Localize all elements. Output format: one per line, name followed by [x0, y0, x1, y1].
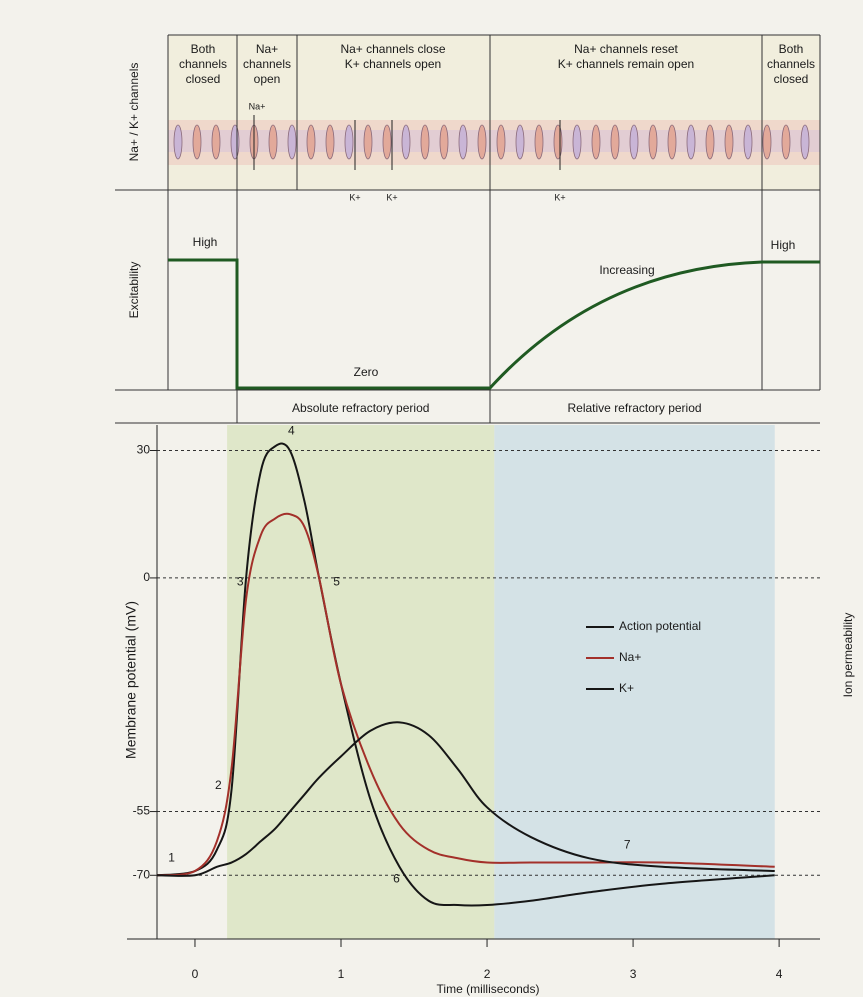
- phase-label: channels: [179, 57, 227, 71]
- channel: [497, 125, 505, 159]
- channel: [782, 125, 790, 159]
- channel: [554, 125, 562, 159]
- plot: Absolute refractory period Relative refra…: [123, 401, 855, 996]
- channel: [592, 125, 600, 159]
- x-axis-label: Time (milliseconds): [437, 982, 540, 996]
- figure: Absolute refractory period Relative refra…: [0, 0, 863, 997]
- channel: [421, 125, 429, 159]
- channel: [668, 125, 676, 159]
- channel: [611, 125, 619, 159]
- channel: [174, 125, 182, 159]
- panel-label: Na+ / K+ channels: [127, 63, 141, 162]
- phase-label: Na+ channels close: [340, 42, 445, 56]
- legend-label: K+: [619, 681, 634, 695]
- flow-label: K+: [386, 192, 397, 202]
- flow-label: K+: [554, 192, 565, 202]
- point-label: 2: [215, 778, 222, 792]
- channel: [573, 125, 581, 159]
- phase-label: closed: [774, 72, 809, 86]
- phase-label: K+ channels remain open: [558, 57, 694, 71]
- channel: [459, 125, 467, 159]
- point-label: 7: [624, 838, 631, 852]
- y-tick-label: 0: [143, 570, 150, 584]
- channel: [193, 125, 201, 159]
- excitability-label: High: [193, 235, 218, 249]
- region-label: Absolute refractory period: [292, 401, 429, 415]
- membrane-core: [168, 130, 820, 152]
- x-tick-label: 4: [776, 967, 783, 981]
- y-tick-label: -70: [133, 867, 151, 881]
- channel: [288, 125, 296, 159]
- channel: [630, 125, 638, 159]
- region-label: Relative refractory period: [568, 401, 702, 415]
- point-label: 3: [237, 574, 244, 588]
- channel: [687, 125, 695, 159]
- excitability-curve: [168, 260, 820, 388]
- phase-label: closed: [186, 72, 221, 86]
- y2-axis-label: Ion permeability: [841, 613, 855, 698]
- channel: [649, 125, 657, 159]
- legend-label: Na+: [619, 650, 641, 664]
- flow-label: K+: [349, 192, 360, 202]
- phase-label: channels: [243, 57, 291, 71]
- channel: [801, 125, 809, 159]
- x-tick-label: 2: [484, 967, 491, 981]
- refractory-region: [227, 425, 494, 939]
- phase-label: Na+: [256, 42, 278, 56]
- legend-label: Action potential: [619, 619, 701, 633]
- channel: [725, 125, 733, 159]
- channel: [478, 125, 486, 159]
- channel: [364, 125, 372, 159]
- channel: [516, 125, 524, 159]
- panel-label: Excitability: [127, 262, 141, 319]
- phase-label: Both: [779, 42, 804, 56]
- channel: [212, 125, 220, 159]
- y-tick-label: -55: [133, 804, 151, 818]
- x-tick-label: 1: [338, 967, 345, 981]
- excitability-label: Increasing: [599, 263, 654, 277]
- channel: [706, 125, 714, 159]
- phase-label: K+ channels open: [345, 57, 441, 71]
- channel: [440, 125, 448, 159]
- excitability-label: Zero: [354, 365, 379, 379]
- point-label: 1: [168, 850, 175, 864]
- channel: [744, 125, 752, 159]
- excitability-label: High: [771, 238, 796, 252]
- channel: [383, 125, 391, 159]
- x-tick-label: 0: [192, 967, 199, 981]
- y-tick-label: 30: [137, 443, 151, 457]
- channel: [231, 125, 239, 159]
- point-label: 5: [333, 574, 340, 588]
- phase-label: open: [254, 72, 281, 86]
- channel: [345, 125, 353, 159]
- channel: [763, 125, 771, 159]
- channel: [326, 125, 334, 159]
- channel: [402, 125, 410, 159]
- point-label: 4: [288, 424, 295, 438]
- channel: [269, 125, 277, 159]
- x-tick-label: 3: [630, 967, 637, 981]
- phase-label: Na+ channels reset: [574, 42, 678, 56]
- point-label: 6: [393, 872, 400, 886]
- channel: [535, 125, 543, 159]
- phase-label: Both: [191, 42, 216, 56]
- phase-label: channels: [767, 57, 815, 71]
- flow-label: Na+: [249, 101, 266, 111]
- channel: [307, 125, 315, 159]
- y-axis-label: Membrane potential (mV): [123, 601, 139, 759]
